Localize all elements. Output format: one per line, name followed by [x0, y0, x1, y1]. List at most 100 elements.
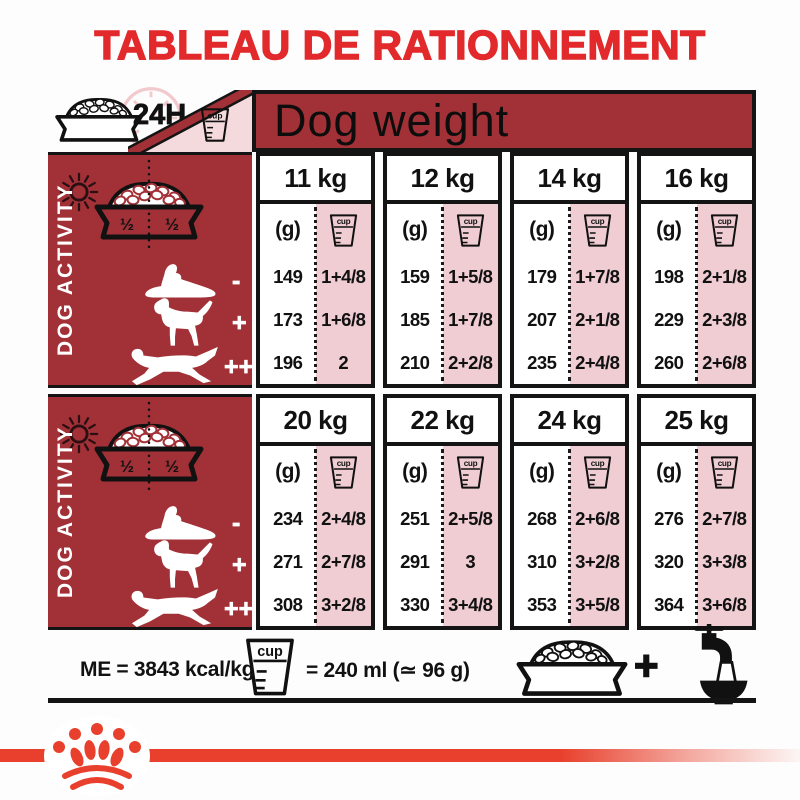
cups-value: 2+2/8 — [442, 341, 498, 384]
column-body: (g) 159 1+5/8 185 1+7/8 210 2+2/8 — [387, 204, 498, 384]
weight-header: 24 kg — [514, 398, 625, 446]
cup-subheader — [315, 204, 371, 256]
brand-stripe — [0, 749, 800, 762]
food-bowl-icon — [510, 634, 634, 700]
weight-header: 25 kg — [641, 398, 752, 446]
cup-subheader — [696, 204, 752, 256]
grams-value: 308 — [273, 593, 303, 615]
grams-value: 198 — [654, 266, 684, 288]
cups-value: 1+7/8 — [569, 256, 625, 299]
grams-value: 196 — [273, 351, 303, 373]
high-activity-sign: ++ — [224, 353, 254, 381]
royal-canin-crown-logo — [44, 715, 150, 797]
cups-value: 2 — [315, 341, 371, 384]
cups-value: 1+6/8 — [315, 298, 371, 342]
column-body: (g) 149 1+4/8 173 1+6/8 196 2 — [260, 204, 371, 384]
weight-header: 11 kg — [260, 156, 371, 204]
cup-subheader — [569, 446, 625, 498]
grams-unit-label: (g) — [402, 218, 428, 241]
ration-section-small-weights: DOG ACTIVITY - + ++ 11 kg (g) 149 1+4/8 … — [48, 152, 756, 388]
cups-value: 2+6/8 — [696, 341, 752, 384]
standing-dog-icon — [144, 296, 220, 350]
column-body: (g) 268 2+6/8 310 3+2/8 353 3+5/8 — [514, 446, 625, 626]
measuring-cup-icon — [456, 212, 485, 249]
grams-value: 330 — [400, 593, 430, 615]
column-body: (g) 276 2+7/8 320 3+3/8 364 3+6/8 — [641, 446, 752, 626]
cups-value: 3+6/8 — [696, 583, 752, 626]
cup-subheader — [696, 446, 752, 498]
low-activity-sign: - — [232, 509, 241, 537]
high-activity-sign: ++ — [224, 595, 254, 623]
moon-icon — [210, 171, 240, 208]
cup-subheader — [569, 204, 625, 256]
dog-weight-label: Dog weight — [274, 95, 510, 146]
weight-header: 12 kg — [387, 156, 498, 204]
weight-column-11kg: 11 kg (g) 149 1+4/8 173 1+6/8 196 2 — [256, 152, 375, 388]
measuring-cup-icon — [329, 212, 358, 249]
grams-unit-label: (g) — [275, 460, 301, 483]
cup-equivalence-label: = 240 ml (≃ 96 g) — [306, 659, 470, 682]
weight-column-12kg: 12 kg (g) 159 1+5/8 185 1+7/8 210 2+2/8 — [383, 152, 502, 388]
measuring-cup-icon — [329, 454, 358, 491]
dog-activity-label: DOG ACTIVITY — [54, 425, 77, 599]
cups-value: 2+1/8 — [569, 298, 625, 342]
cups-value: 3+2/8 — [315, 583, 371, 626]
moon-icon — [210, 413, 240, 450]
cup-subheader — [442, 446, 498, 498]
weight-header: 22 kg — [387, 398, 498, 446]
standing-dog-icon — [144, 538, 220, 592]
weight-column-25kg: 25 kg (g) 276 2+7/8 320 3+3/8 364 3+6/8 — [637, 394, 756, 630]
ration-section-large-weights: DOG ACTIVITY - + ++ 20 kg (g) 234 2+4/8 … — [48, 394, 756, 630]
grams-value: 364 — [654, 593, 684, 615]
weight-column-24kg: 24 kg (g) 268 2+6/8 310 3+2/8 353 3+5/8 — [510, 394, 629, 630]
cups-value: 1+7/8 — [442, 298, 498, 342]
dog-activity-label: DOG ACTIVITY — [54, 183, 77, 357]
grams-value: 149 — [273, 266, 303, 288]
grams-value: 271 — [273, 550, 303, 572]
grams-value: 235 — [527, 351, 557, 373]
grams-value: 310 — [527, 550, 557, 572]
cups-value: 2+4/8 — [315, 498, 371, 541]
cups-value: 2+1/8 — [696, 256, 752, 299]
grams-value: 179 — [527, 266, 557, 288]
column-body: (g) 251 2+5/8 291 3 330 3+4/8 — [387, 446, 498, 626]
grams-value: 251 — [400, 508, 430, 530]
cups-value: 1+5/8 — [442, 256, 498, 299]
cups-value: 2+6/8 — [569, 498, 625, 541]
measuring-cup-icon — [710, 454, 739, 491]
half-ration-bowl-icon — [86, 401, 212, 499]
column-body: (g) 198 2+1/8 229 2+3/8 260 2+6/8 — [641, 204, 752, 384]
weight-column-16kg: 16 kg (g) 198 2+1/8 229 2+3/8 260 2+6/8 — [637, 152, 756, 388]
weight-header: 16 kg — [641, 156, 752, 204]
medium-activity-sign: + — [232, 551, 247, 579]
metabolizable-energy-label: ME = 3843 kcal/kg — [80, 658, 255, 681]
grams-unit-label: (g) — [275, 218, 301, 241]
page-title: TABLEAU DE RATIONNEMENT — [94, 21, 706, 68]
weight-column-14kg: 14 kg (g) 179 1+7/8 207 2+1/8 235 2+4/8 — [510, 152, 629, 388]
cups-value: 2+7/8 — [315, 540, 371, 584]
cups-value: 3 — [442, 540, 498, 584]
dog-weight-band: Dog weight — [252, 90, 756, 152]
dog-activity-sidebar: DOG ACTIVITY - + ++ — [48, 152, 254, 388]
measuring-cup-icon — [583, 454, 612, 491]
water-faucet-icon — [664, 624, 756, 708]
weight-header: 20 kg — [260, 398, 371, 446]
grams-value: 260 — [654, 351, 684, 373]
cups-value: 3+5/8 — [569, 583, 625, 626]
grams-value: 229 — [654, 308, 684, 330]
grams-value: 291 — [400, 550, 430, 572]
cups-value: 3+4/8 — [442, 583, 498, 626]
running-dog-icon — [122, 345, 224, 387]
cup-subheader — [442, 204, 498, 256]
grams-unit-label: (g) — [656, 218, 682, 241]
column-body: (g) 179 1+7/8 207 2+1/8 235 2+4/8 — [514, 204, 625, 384]
cups-value: 2+7/8 — [696, 498, 752, 541]
column-body: (g) 234 2+4/8 271 2+7/8 308 3+2/8 — [260, 446, 371, 626]
cups-value: 3+3/8 — [696, 540, 752, 584]
cup-subheader — [315, 446, 371, 498]
grams-value: 159 — [400, 266, 430, 288]
grams-unit-label: (g) — [529, 460, 555, 483]
grams-value: 185 — [400, 308, 430, 330]
medium-activity-sign: + — [232, 309, 247, 337]
